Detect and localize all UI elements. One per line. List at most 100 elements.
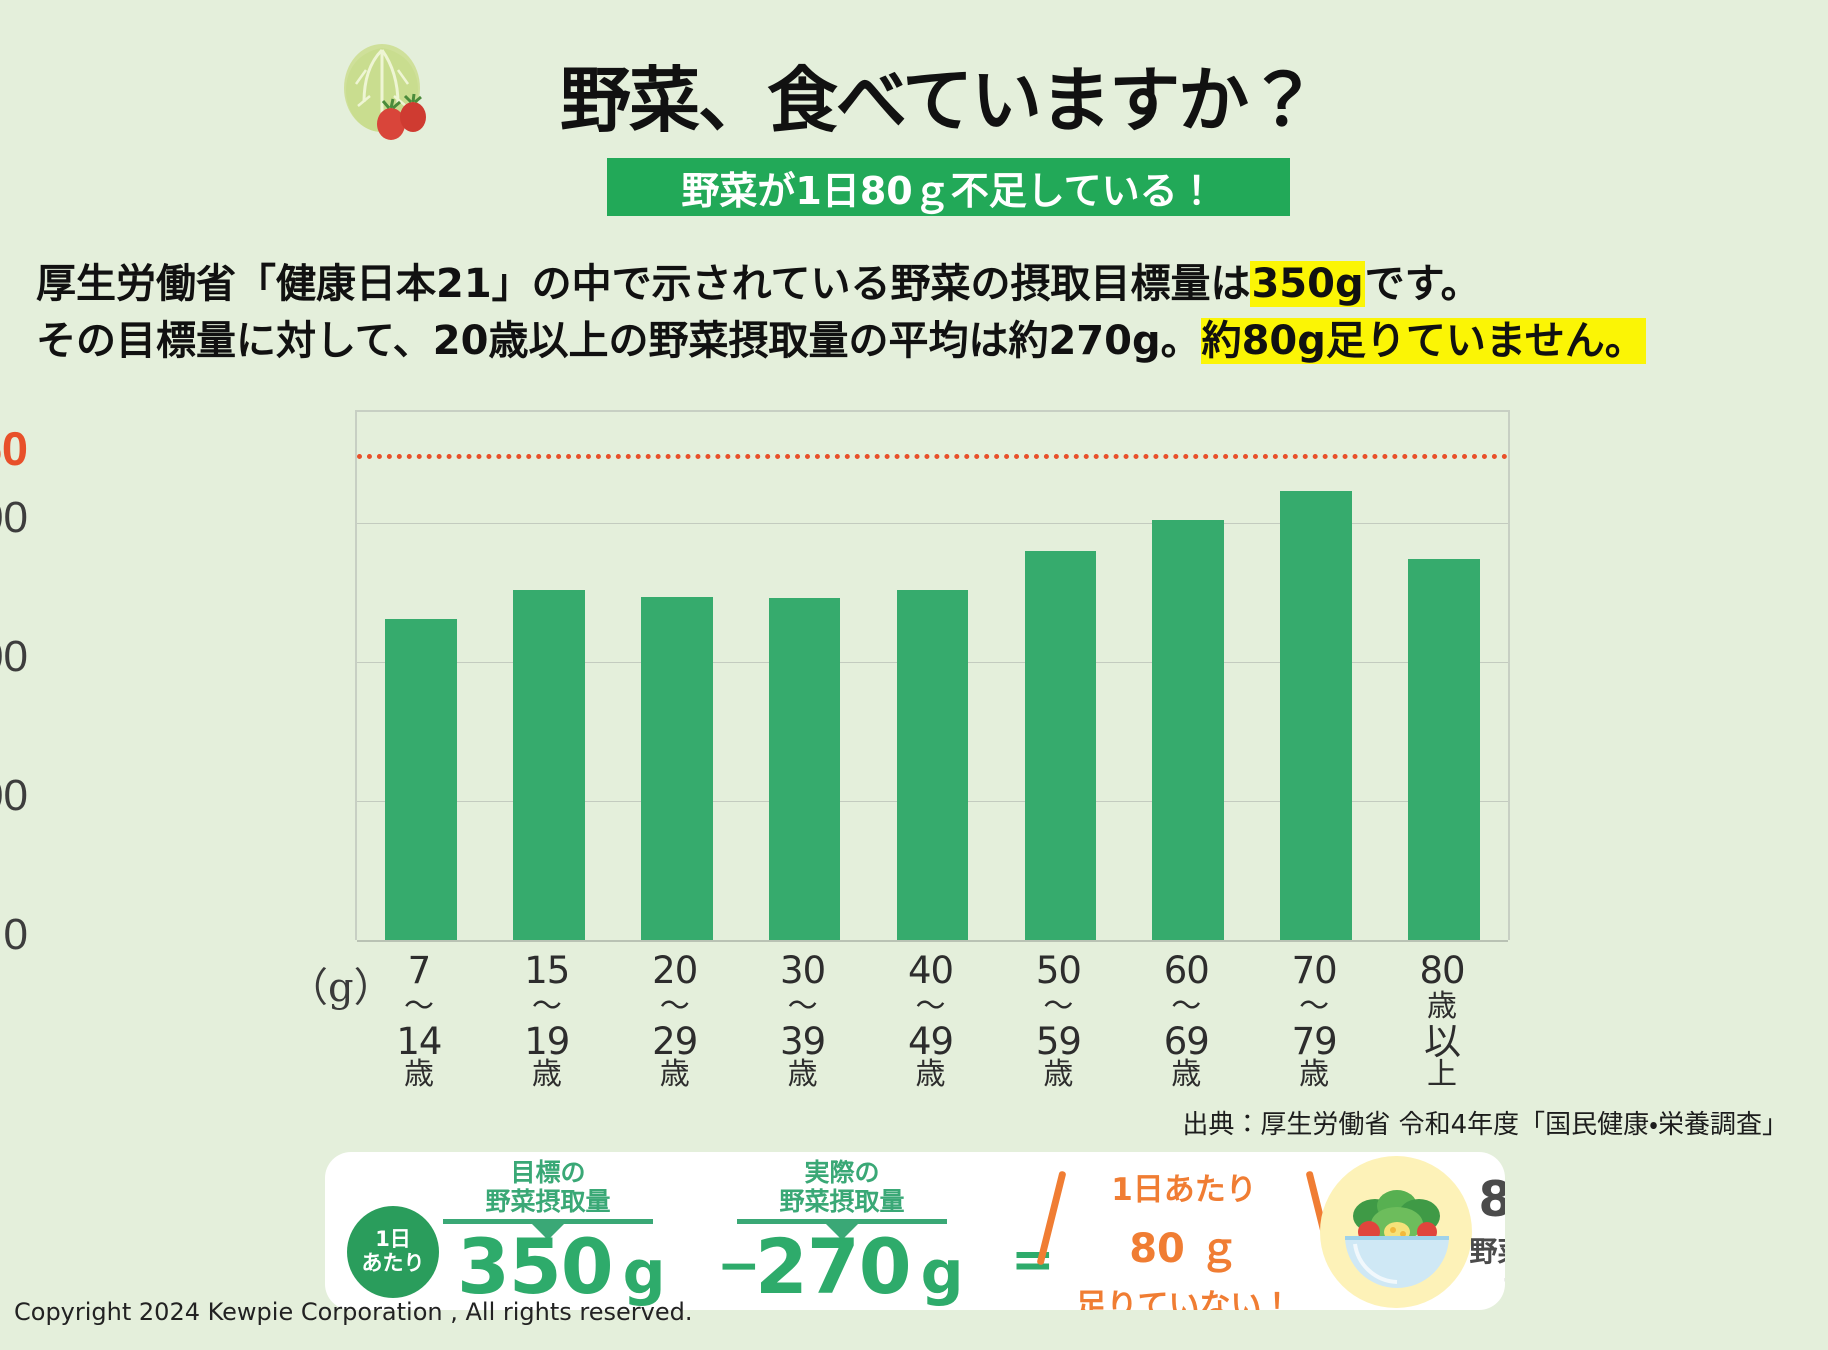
chart-bar — [1408, 559, 1480, 940]
x-label-from: 20 — [652, 949, 698, 992]
x-label-tilde: ～ — [1171, 988, 1202, 1024]
actual-intake-value: 270 g — [755, 1222, 964, 1310]
x-label-from: 30 — [780, 949, 826, 992]
vegetable-intake-bar-chart: 0 100 200 300 350 — [0, 400, 1828, 960]
x-axis-category-label: 70 ～ 79 歳 — [1250, 952, 1378, 1091]
y-tick-label-200: 200 — [0, 632, 28, 682]
target-intake-value: 350 g — [457, 1222, 666, 1310]
chart-bar — [896, 589, 969, 940]
x-label-suffix: 歳 — [531, 1057, 562, 1093]
x-label-tilde: ～ — [1299, 988, 1330, 1024]
x-label-tilde: ～ — [1043, 988, 1074, 1024]
y-axis-unit-label: （g） — [288, 965, 394, 1011]
lede-line-1: 厚生労働省「健康日本21」の中で示されている野菜の摂取目標量は350gです。 — [36, 256, 1816, 313]
x-label-suffix: 歳 — [1043, 1057, 1074, 1093]
target-350-label: 350 — [0, 421, 28, 475]
lede-line2-part-a: その目標量に対して、20歳以上の野菜摂取量の平均は約270g。 — [36, 317, 1201, 364]
chart-bar — [513, 589, 585, 940]
x-label-from: 7 — [407, 949, 432, 992]
x-axis-category-label: 15 ～ 19 歳 — [483, 952, 611, 1091]
salad-note-line1: 80gは — [1447, 1170, 1505, 1231]
actual-intake-unit: g — [920, 1238, 964, 1308]
y-tick-label-100: 100 — [0, 771, 28, 821]
x-label-to: 39 — [780, 1019, 826, 1063]
salad-bowl-illustration — [1335, 1180, 1459, 1292]
y-tick-label-0: 0 — [3, 910, 28, 959]
x-label-suffix: 歳 — [915, 1057, 946, 1093]
x-label-from: 50 — [1035, 949, 1082, 992]
salad-note-line3: 1皿分 — [1447, 1271, 1505, 1306]
x-label-tilde: ～ — [787, 988, 818, 1024]
salad-note-line2: 野菜サラダ — [1469, 1234, 1505, 1268]
x-label-from: 60 — [1163, 949, 1210, 992]
x-label-suffix: 歳 — [1171, 1057, 1202, 1093]
chart-bar — [1280, 491, 1352, 940]
chart-plot-area: 0 100 200 300 350 — [0, 410, 1510, 959]
minus-operator: − — [717, 1236, 761, 1296]
y-gridline-0 — [357, 940, 1508, 942]
x-label-tilde: ～ — [659, 988, 690, 1024]
y-gridline-300 — [357, 523, 1508, 525]
banner-text: 野菜が1日80ｇ不足している！ — [681, 168, 1216, 213]
x-label-suffix: 歳 — [787, 1057, 818, 1093]
lede-line1-part-a: 厚生労働省「健康日本21」の中で示されている野菜の摂取目標量は — [36, 261, 1251, 307]
x-label-from: 40 — [907, 949, 954, 992]
lede-line1-highlight: 350g — [1250, 261, 1365, 307]
actual-caption-line2: 野菜摂取量 — [779, 1187, 905, 1216]
x-label-to: 29 — [652, 1019, 698, 1063]
x-label-tilde: ～ — [915, 988, 946, 1024]
x-label-from: 70 — [1291, 949, 1338, 992]
shortfall-line3: 足りていない！ — [1075, 1288, 1293, 1310]
actual-intake-number: 270 — [755, 1222, 912, 1310]
target-caption-rule — [443, 1219, 653, 1224]
x-label-suffix: 歳 — [403, 1057, 434, 1093]
actual-caption-rule — [737, 1219, 947, 1224]
actual-intake-caption: 実際の 野菜摂取量 — [737, 1158, 947, 1240]
copyright-notice: Copyright 2024 Kewpie Corporation , All … — [14, 1298, 693, 1326]
x-label-to: 19 — [524, 1019, 570, 1063]
target-caption-line2: 野菜摂取量 — [485, 1187, 611, 1216]
cabbage-tomato-illustration — [330, 40, 450, 150]
x-axis-category-label: 30 ～ 39 歳 — [739, 952, 867, 1091]
per-day-badge-line1: 1日 — [375, 1227, 411, 1252]
chart-source-note: 出典：厚生労働省 令和4年度「国民健康・栄養調査」 — [1182, 1110, 1788, 1140]
x-label-to: 59 — [1035, 1019, 1082, 1063]
lede-paragraph: 厚生労働省「健康日本21」の中で示されている野菜の摂取目標量は350gです。 そ… — [36, 256, 1816, 370]
x-axis-category-label: 50 ～ 59 歳 — [994, 952, 1122, 1091]
target-intake-caption: 目標の 野菜摂取量 — [443, 1158, 653, 1240]
lede-line-2: その目標量に対して、20歳以上の野菜摂取量の平均は約270g。約80g足りていま… — [36, 313, 1816, 370]
salad-equivalent-note: 80gは 野菜サラダ 1皿分 — [1447, 1170, 1505, 1306]
x-axis-category-label: 7 ～ 14 歳 — [355, 952, 483, 1091]
banner-deficit: 野菜が1日80ｇ不足している！ — [607, 158, 1290, 216]
target-caption-line1: 目標の — [510, 1158, 586, 1187]
x-label-to: 14 — [396, 1019, 442, 1063]
salad-note-number: 80 — [1478, 1171, 1505, 1228]
x-axis-category-label: 80 歳以上 — [1378, 952, 1506, 1091]
x-label-from: 15 — [524, 949, 570, 992]
y-tick-label-300: 300 — [0, 493, 28, 543]
actual-caption-line1: 実際の — [804, 1158, 880, 1187]
chart-bar — [640, 596, 713, 940]
page-title: 野菜、食べていますか？ — [560, 59, 1318, 142]
lede-line1-part-b: です。 — [1364, 261, 1481, 307]
chart-bar — [385, 619, 457, 940]
actual-caption-arrow-icon — [826, 1224, 858, 1240]
x-label-suffix: 歳 — [1299, 1057, 1330, 1093]
x-label-from: 80 — [1419, 949, 1466, 992]
chart-bar — [1024, 550, 1097, 940]
per-day-badge-line2: あたり — [361, 1251, 425, 1275]
target-intake-unit: g — [622, 1238, 666, 1308]
x-label-to: 49 — [907, 1019, 954, 1063]
x-label-suffix: 上 — [1427, 1057, 1458, 1093]
x-axis-category-label: 40 ～ 49 歳 — [867, 952, 995, 1091]
x-label-to: 以 — [1424, 1019, 1461, 1063]
x-label-to: 79 — [1291, 1019, 1338, 1063]
x-axis-category-label: 60 ～ 69 歳 — [1122, 952, 1250, 1091]
summary-card: 1日 あたり 目標の 野菜摂取量 350 g − 実際の 野菜摂取量 270 g =… — [325, 1152, 1505, 1310]
x-label-tilde: 歳 — [1427, 988, 1458, 1024]
target-caption-arrow-icon — [532, 1224, 564, 1240]
x-axis-category-label: 20 ～ 29 歳 — [611, 952, 739, 1091]
chart-bar — [768, 598, 841, 940]
chart-bar — [1152, 520, 1225, 940]
x-label-tilde: ～ — [403, 988, 434, 1024]
